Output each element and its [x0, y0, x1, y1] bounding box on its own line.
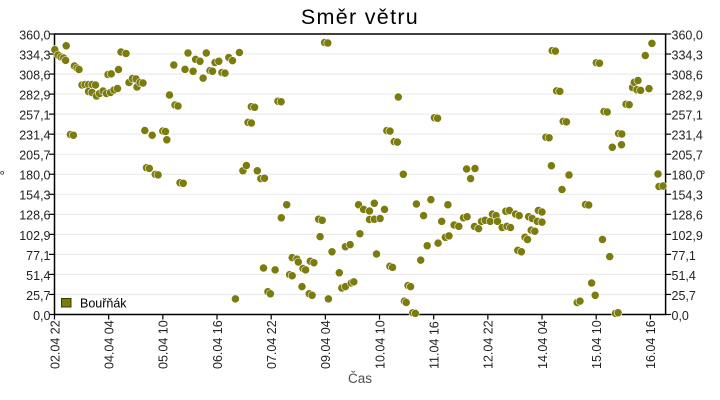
- svg-text:07.04 22: 07.04 22: [265, 320, 279, 369]
- svg-text:282,9: 282,9: [672, 89, 703, 103]
- svg-text:°: °: [700, 168, 705, 183]
- svg-text:02.04 22: 02.04 22: [48, 320, 62, 369]
- svg-text:0,0: 0,0: [672, 309, 689, 323]
- svg-text:04.04 04: 04.04 04: [102, 320, 116, 369]
- svg-text:128,6: 128,6: [19, 209, 50, 223]
- svg-text:257,1: 257,1: [672, 109, 703, 123]
- svg-text:231,4: 231,4: [672, 129, 703, 143]
- svg-text:12.04 22: 12.04 22: [482, 320, 496, 369]
- svg-text:06.04 16: 06.04 16: [211, 320, 225, 369]
- svg-text:102,9: 102,9: [672, 229, 703, 243]
- svg-text:231,4: 231,4: [19, 129, 50, 143]
- svg-text:25,7: 25,7: [672, 289, 696, 303]
- svg-text:205,7: 205,7: [19, 149, 50, 163]
- svg-text:308,6: 308,6: [672, 68, 703, 82]
- svg-text:334,3: 334,3: [672, 48, 703, 62]
- svg-text:Čas: Čas: [348, 371, 372, 386]
- svg-text:77,1: 77,1: [26, 249, 50, 263]
- svg-text:51,4: 51,4: [672, 269, 696, 283]
- svg-text:14.04 04: 14.04 04: [536, 320, 550, 369]
- svg-text:180,0: 180,0: [19, 169, 50, 183]
- svg-text:09.04 04: 09.04 04: [319, 320, 333, 369]
- svg-text:11.04 16: 11.04 16: [427, 321, 441, 369]
- svg-text:282,9: 282,9: [19, 89, 50, 103]
- svg-text:16.04 16: 16.04 16: [644, 320, 658, 369]
- svg-text:05.04 10: 05.04 10: [157, 320, 171, 369]
- svg-text:0,0: 0,0: [33, 309, 50, 323]
- svg-text:Bouřňák: Bouřňák: [80, 297, 127, 311]
- svg-text:334,3: 334,3: [19, 48, 50, 62]
- svg-text:10.04 10: 10.04 10: [373, 320, 387, 369]
- svg-text:360,0: 360,0: [672, 28, 703, 42]
- svg-text:308,6: 308,6: [19, 68, 50, 82]
- svg-text:77,1: 77,1: [672, 249, 696, 263]
- svg-text:51,4: 51,4: [26, 269, 50, 283]
- svg-text:102,9: 102,9: [19, 229, 50, 243]
- svg-text:25,7: 25,7: [26, 289, 50, 303]
- svg-text:°: °: [0, 169, 5, 184]
- svg-text:180,0: 180,0: [672, 169, 703, 183]
- svg-text:154,3: 154,3: [672, 189, 703, 203]
- svg-text:128,6: 128,6: [672, 209, 703, 223]
- svg-text:15.04 10: 15.04 10: [590, 320, 604, 369]
- svg-text:257,1: 257,1: [19, 109, 50, 123]
- svg-text:Směr větru: Směr větru: [301, 5, 419, 29]
- svg-text:205,7: 205,7: [672, 149, 703, 163]
- svg-text:360,0: 360,0: [19, 28, 50, 42]
- svg-text:154,3: 154,3: [19, 189, 50, 203]
